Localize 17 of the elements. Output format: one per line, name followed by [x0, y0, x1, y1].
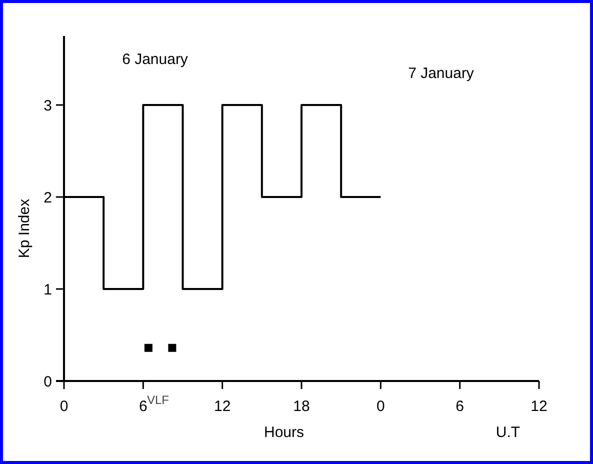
x-tick-label: 0: [376, 398, 385, 415]
x-tick-label: 0: [60, 398, 68, 415]
x-tick-label: 6: [456, 398, 464, 415]
x-tick-label: 12: [214, 398, 231, 415]
y-tick-label: 2: [44, 189, 52, 206]
x-axis-title: Hours: [264, 424, 304, 441]
text: VLF: [146, 393, 170, 407]
annotation: 6 January: [122, 51, 188, 68]
y-tick-label: 0: [44, 373, 52, 390]
annotation: 7 January: [408, 65, 474, 82]
text: U.T: [496, 424, 520, 441]
y-tick-label: 3: [44, 97, 52, 114]
x-tick-label: 6: [138, 398, 148, 415]
y-axis-title: Kp Index: [16, 198, 33, 258]
x-tick-label: 12: [530, 398, 548, 415]
y-tick-label: 1: [44, 281, 52, 298]
x-tick-label: 18: [293, 398, 310, 415]
